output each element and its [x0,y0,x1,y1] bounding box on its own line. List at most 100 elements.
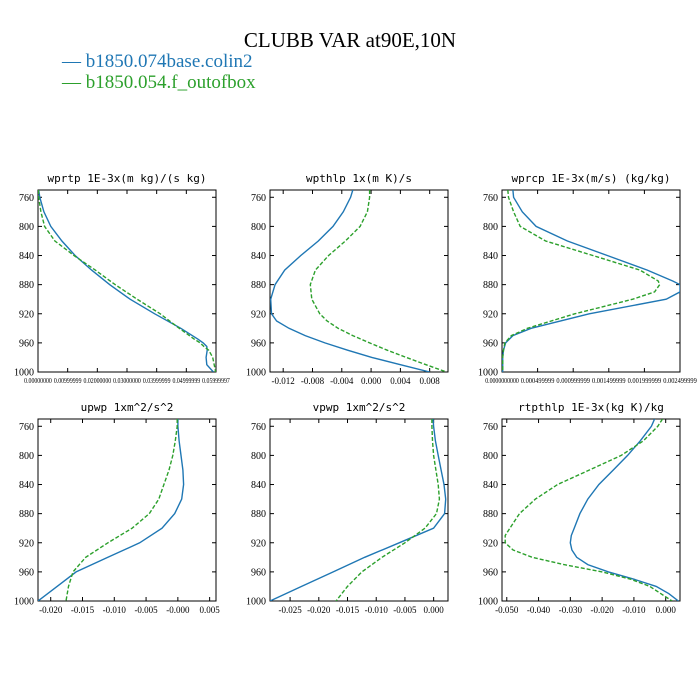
y-tick-label: 960 [483,567,498,578]
x-tick-label: -0.020 [591,605,615,615]
panel-title: wpthlp 1x(m K)/s [306,172,412,185]
panel-title: wprtp 1E-3x(m kg)/(s kg) [48,172,207,185]
x-tick-label: -0.000 [166,605,190,615]
panel-4: upwp 1xm^2/s^2 760 800 840 880 920 960 1000 -0.0… [14,401,220,615]
x-tick-label: -0.005 [134,605,158,615]
panel-title: rtpthlp 1E-3x(kg K)/kg [518,401,664,414]
y-tick-label: 840 [483,480,498,491]
y-tick-label: 800 [483,222,498,233]
y-tick-label: 960 [251,567,266,578]
x-tick-label: -0.010 [622,605,646,615]
series-line-1 [502,190,680,372]
panel-2: wpthlp 1x(m K)/s 760 800 840 880 920 960 1000 -0… [246,172,449,386]
y-tick-label: 880 [251,280,266,291]
legend-entry-2: — b1850.054.f_outofbox [62,72,256,94]
x-tick-label: 0.001499999 [592,377,626,385]
y-tick-label: 960 [19,338,34,349]
y-tick-label: 920 [251,538,266,549]
x-tick-label: 0.000 [361,376,382,386]
x-tick-label: 0.04999999 [173,377,201,385]
x-tick-label: -0.015 [71,605,95,615]
x-tick-label: 0.004 [390,376,411,386]
y-tick-label: 880 [19,509,34,520]
x-tick-label: 0.03999999 [143,377,171,385]
x-tick-label: 0.02000000 [84,377,112,385]
x-tick-label: -0.005 [393,605,417,615]
x-tick-label: 0.000 [424,605,445,615]
panel-title: wprcp 1E-3x(m/s) (kg/kg) [512,172,671,185]
x-tick-label: -0.020 [39,605,63,615]
panel-3: wprcp 1E-3x(m/s) (kg/kg) 760 800 840 880 920 9… [478,172,697,385]
y-tick-label: 920 [483,309,498,320]
legend-line-1: — [62,51,81,72]
plot-frame [501,189,681,373]
y-tick-label: 760 [251,422,266,433]
plot-frame [501,418,681,602]
figure-title: CLUBB VAR at90E,10N [243,28,457,52]
y-tick-label: 800 [251,451,266,462]
y-tick-label: 800 [483,451,498,462]
y-tick-label: 840 [251,480,266,491]
series-line-2 [335,419,441,601]
y-tick-label: 920 [483,538,498,549]
y-tick-label: 920 [251,309,266,320]
series-line-1 [38,190,214,372]
x-tick-label: -0.010 [103,605,127,615]
y-tick-label: 840 [483,251,498,262]
panel-1: wprtp 1E-3x(m kg)/(s kg) 760 800 840 880 920 9… [14,172,230,385]
y-tick-label: 760 [483,193,498,204]
panel-title: upwp 1xm^2/s^2 [81,401,174,414]
series-line-2 [309,190,447,372]
x-tick-label: 0.000499999 [521,377,555,385]
x-tick-label: 0.008 [420,376,441,386]
y-tick-label: 760 [483,422,498,433]
x-tick-label: 0.00999999 [54,377,82,385]
x-tick-label: 0.000 [656,605,677,615]
y-tick-label: 880 [483,509,498,520]
y-tick-label: 800 [19,451,34,462]
y-tick-label: 1000 [246,368,266,379]
plot-frame [269,418,449,602]
y-tick-label: 920 [19,538,34,549]
plot-frame [269,189,449,373]
x-tick-label: -0.015 [336,605,360,615]
y-tick-label: 760 [19,422,34,433]
plot-frame [37,189,217,373]
plot-frame [37,418,217,602]
y-tick-label: 840 [19,480,34,491]
y-tick-label: 960 [251,338,266,349]
panel-6: rtpthlp 1E-3x(kg K)/kg 760 800 840 880 920 960… [478,401,681,615]
y-tick-label: 800 [19,222,34,233]
x-tick-label: -0.012 [272,376,295,386]
series-line-1 [270,190,430,372]
y-tick-label: 880 [19,280,34,291]
x-tick-label: 0.002499999 [663,377,697,385]
legend-label-1: b1850.074base.colin2 [85,51,253,72]
series-line-2 [502,190,661,372]
x-tick-label: -0.004 [330,376,354,386]
y-tick-label: 840 [251,251,266,262]
x-tick-label: 0.000999999 [556,377,590,385]
legend-entry-1: — b1850.074base.colin2 [62,51,253,73]
y-tick-label: 960 [19,567,34,578]
x-tick-label: -0.025 [278,605,302,615]
y-tick-label: 760 [251,193,266,204]
series-line-2 [504,419,673,601]
panel-5: vpwp 1xm^2/s^2 760 800 840 880 920 960 1000 -0.0… [246,401,449,615]
x-tick-label: -0.010 [365,605,389,615]
y-tick-label: 920 [19,309,34,320]
y-tick-label: 1000 [14,597,34,608]
x-tick-label: 0.005 [200,605,221,615]
series-line-1 [38,419,185,601]
x-tick-label: 0.0000000000 [485,377,519,385]
y-tick-label: 840 [19,251,34,262]
x-tick-label: -0.050 [495,605,519,615]
y-tick-label: 800 [251,222,266,233]
x-tick-label: -0.040 [527,605,551,615]
y-tick-label: 1000 [478,368,498,379]
series-line-1 [270,419,447,601]
x-tick-label: -0.008 [301,376,325,386]
legend-line-2: — [62,72,81,93]
x-tick-label: -0.020 [307,605,331,615]
